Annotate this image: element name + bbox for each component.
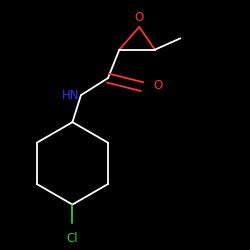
Text: HN: HN <box>62 89 80 102</box>
Text: Cl: Cl <box>66 232 78 244</box>
Text: O: O <box>154 79 163 92</box>
Text: O: O <box>134 10 144 24</box>
